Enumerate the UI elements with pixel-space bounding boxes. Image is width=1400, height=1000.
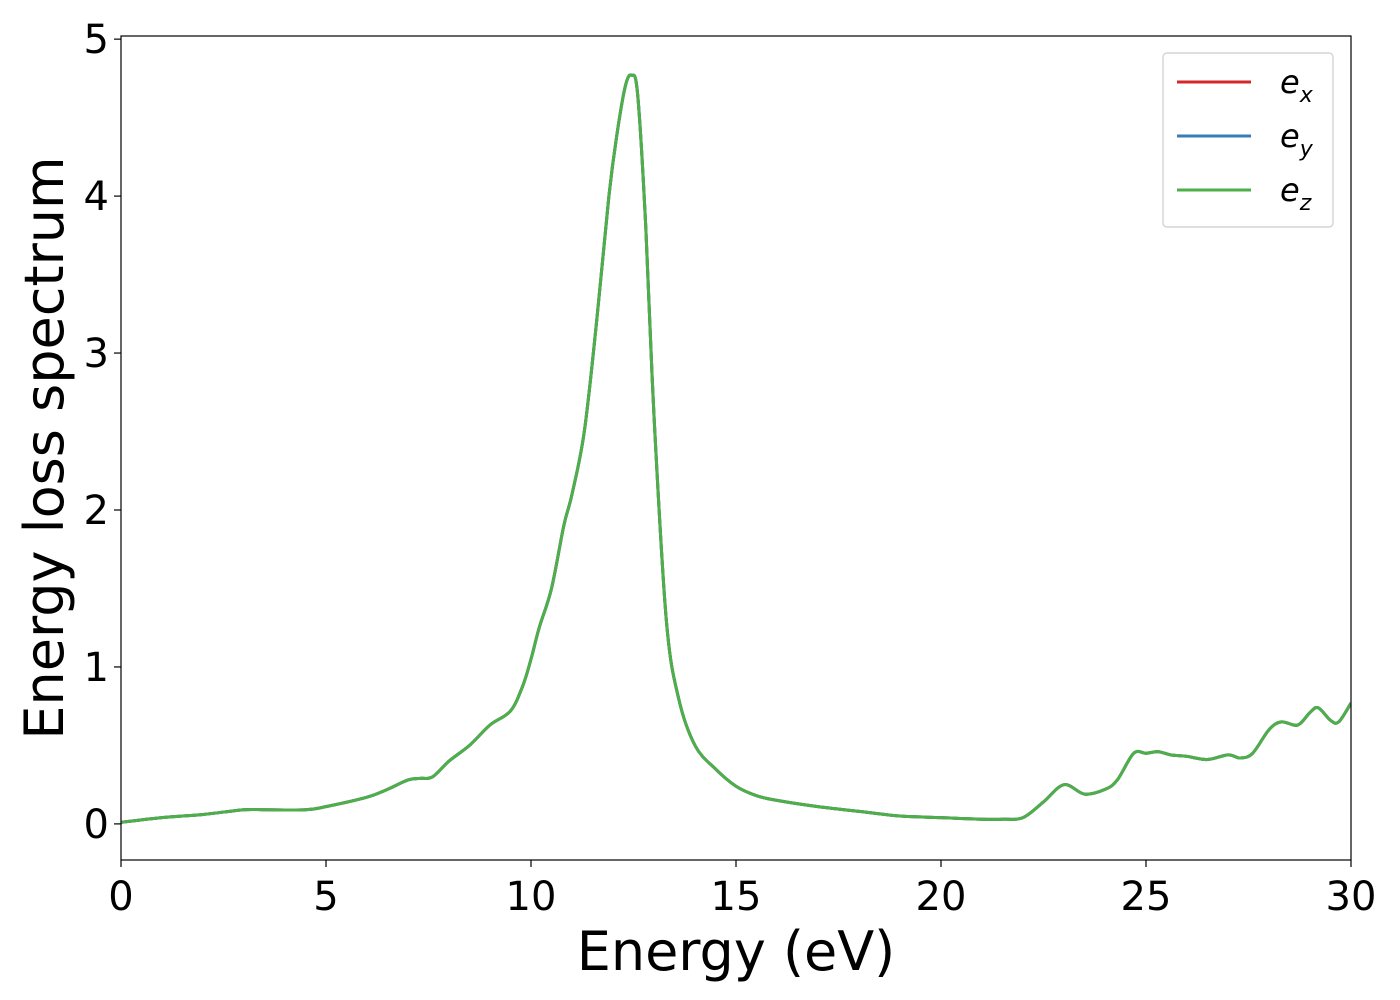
legend-label-base: e	[1280, 117, 1300, 155]
x-axis-label: Energy (eV)	[577, 920, 896, 983]
y-tick-label: 0	[84, 802, 109, 848]
legend-label-ex: ex	[1280, 63, 1314, 108]
legend-label-base: e	[1280, 63, 1300, 101]
legend-label-subscript: z	[1299, 191, 1312, 216]
series-line-ez	[121, 73, 1351, 824]
y-tick-label: 2	[84, 488, 109, 534]
y-axis-label: Energy loss spectrum	[13, 156, 76, 739]
y-tick-label: 5	[84, 17, 109, 63]
x-tick-label: 15	[711, 874, 762, 920]
y-axis-ticks: 0 1 2 3 4 5	[84, 17, 121, 848]
legend-label-ey: ey	[1280, 117, 1314, 162]
x-tick-label: 10	[506, 874, 557, 920]
series-layer	[121, 73, 1351, 824]
y-tick-label: 4	[84, 174, 109, 220]
x-tick-label: 25	[1121, 874, 1172, 920]
x-tick-label: 5	[313, 874, 338, 920]
legend-label-subscript: x	[1299, 83, 1314, 108]
legend-box	[1162, 52, 1334, 228]
x-axis-ticks: 0 5 10 15 20 25 30	[108, 860, 1376, 920]
x-tick-label: 0	[108, 874, 133, 920]
y-tick-label: 3	[84, 331, 109, 377]
x-tick-label: 30	[1326, 874, 1377, 920]
x-tick-label: 20	[916, 874, 967, 920]
y-tick-label: 1	[84, 645, 109, 691]
legend-label-base: e	[1280, 171, 1300, 209]
legend-label-subscript: y	[1299, 137, 1314, 162]
legend-label-ez: ez	[1280, 171, 1312, 216]
